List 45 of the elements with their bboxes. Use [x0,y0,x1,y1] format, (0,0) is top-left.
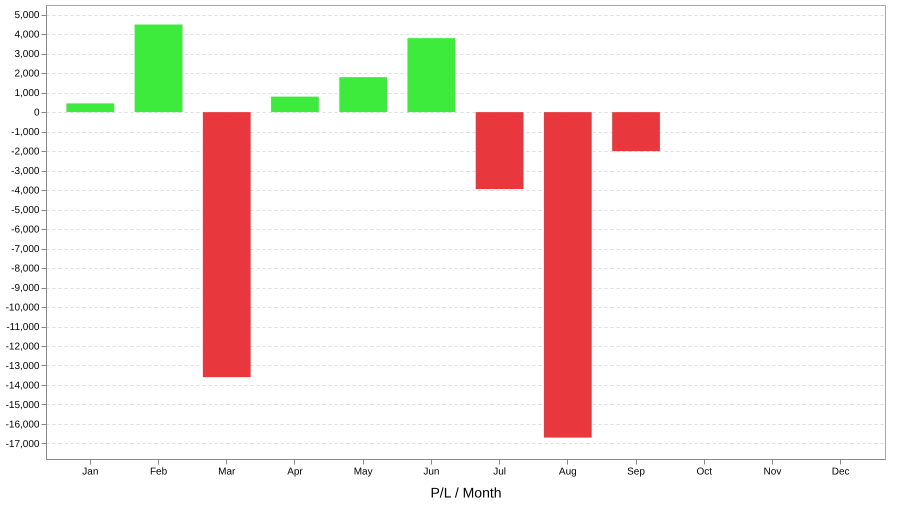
x-tick-label: Aug [558,466,577,478]
bar [66,103,114,112]
y-tick-label: 2,000 [14,68,40,80]
x-tick-label: Mar [218,466,236,478]
bar [476,112,524,190]
y-tick-label: -2,000 [11,146,40,158]
y-tick-label: 1,000 [14,88,40,100]
x-tick-label: Feb [150,466,168,478]
x-axis-title: P/L / Month [430,484,502,500]
bar [271,96,319,112]
x-tick-label: Sep [627,466,646,478]
y-tick-label: -13,000 [6,360,40,372]
y-tick-label: -17,000 [6,438,40,450]
y-tick-label: -9,000 [11,283,40,294]
y-tick-label: -16,000 [6,419,40,430]
y-tick-label: 0 [34,108,40,119]
y-tick-label: -12,000 [6,341,40,352]
y-tick-label: -15,000 [6,400,40,411]
y-tick-label: 5,000 [14,10,40,22]
y-tick-label: -8,000 [11,264,40,275]
bar [408,38,456,112]
bar [339,77,388,112]
x-tick-label: Oct [696,466,712,478]
x-tick-label: Apr [287,466,304,478]
x-tick-label: Jun [423,466,440,478]
y-tick-label: -10,000 [6,302,40,314]
x-tick-label: Jan [82,466,98,478]
y-tick-label: -5,000 [11,205,40,216]
bar [202,112,251,378]
y-tick-label: -3,000 [11,166,40,178]
y-tick-label: -7,000 [11,244,40,256]
y-tick-label: -4,000 [11,186,40,197]
bar [612,112,660,152]
y-tick-label: -14,000 [6,380,40,392]
bar [544,112,592,438]
x-tick-label: May [354,466,373,478]
y-tick-label: -11,000 [6,322,40,333]
x-tick-label: Jul [493,466,506,478]
x-tick-label: Nov [764,466,782,478]
x-tick-label: Dec [832,466,850,478]
y-tick-label: 4,000 [14,30,40,41]
y-tick-label: -6,000 [11,224,40,236]
y-tick-label: 3,000 [14,49,40,60]
y-tick-label: -1,000 [11,127,40,138]
bar [134,24,182,112]
